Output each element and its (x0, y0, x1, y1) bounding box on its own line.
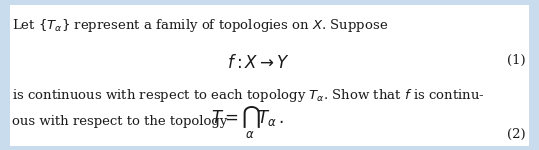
Text: $T =\bigcap_{\alpha} T_\alpha\,.$: $T =\bigcap_{\alpha} T_\alpha\,.$ (211, 105, 285, 141)
Text: ous with respect to the topology: ous with respect to the topology (12, 115, 227, 128)
Text: (1): (1) (507, 54, 526, 67)
Text: is continuous with respect to each topology $T_\alpha$. Show that $f$ is continu: is continuous with respect to each topol… (12, 87, 485, 104)
Text: $f: X \rightarrow Y$: $f: X \rightarrow Y$ (227, 54, 290, 72)
Text: (2): (2) (507, 128, 526, 141)
Text: Let $\{T_\alpha\}$ represent a family of topologies on $X$. Suppose: Let $\{T_\alpha\}$ represent a family of… (12, 16, 388, 33)
